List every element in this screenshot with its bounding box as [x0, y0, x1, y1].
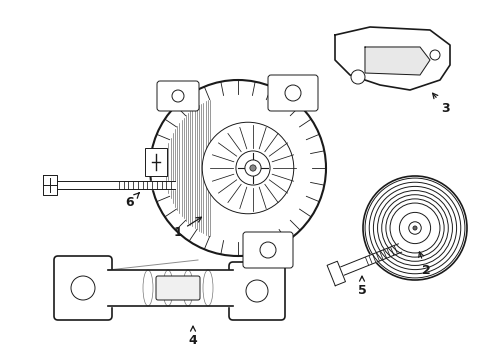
- Circle shape: [150, 80, 325, 256]
- Circle shape: [429, 50, 439, 60]
- Text: 1: 1: [173, 217, 201, 238]
- Polygon shape: [338, 244, 401, 276]
- Text: 4: 4: [188, 326, 197, 346]
- Polygon shape: [57, 181, 175, 189]
- Bar: [145, 148, 167, 176]
- FancyBboxPatch shape: [243, 232, 292, 268]
- Circle shape: [285, 85, 301, 101]
- Circle shape: [202, 122, 293, 214]
- Circle shape: [260, 242, 275, 258]
- FancyBboxPatch shape: [156, 276, 200, 300]
- Text: 5: 5: [357, 276, 366, 297]
- Circle shape: [71, 276, 95, 300]
- Text: 2: 2: [418, 252, 429, 276]
- Polygon shape: [334, 27, 449, 90]
- Circle shape: [236, 151, 269, 185]
- Circle shape: [408, 222, 420, 234]
- FancyBboxPatch shape: [54, 256, 112, 320]
- Circle shape: [412, 226, 416, 230]
- Text: 3: 3: [432, 93, 448, 114]
- FancyBboxPatch shape: [228, 262, 285, 320]
- Circle shape: [245, 280, 267, 302]
- Polygon shape: [326, 261, 345, 286]
- Circle shape: [244, 160, 261, 176]
- Text: 6: 6: [125, 193, 139, 208]
- FancyBboxPatch shape: [267, 75, 317, 111]
- Circle shape: [350, 70, 364, 84]
- Circle shape: [249, 165, 256, 171]
- FancyBboxPatch shape: [157, 81, 199, 111]
- Circle shape: [172, 90, 183, 102]
- Polygon shape: [43, 175, 57, 195]
- Polygon shape: [108, 270, 232, 306]
- Polygon shape: [364, 47, 429, 75]
- Circle shape: [362, 176, 466, 280]
- Circle shape: [399, 212, 430, 244]
